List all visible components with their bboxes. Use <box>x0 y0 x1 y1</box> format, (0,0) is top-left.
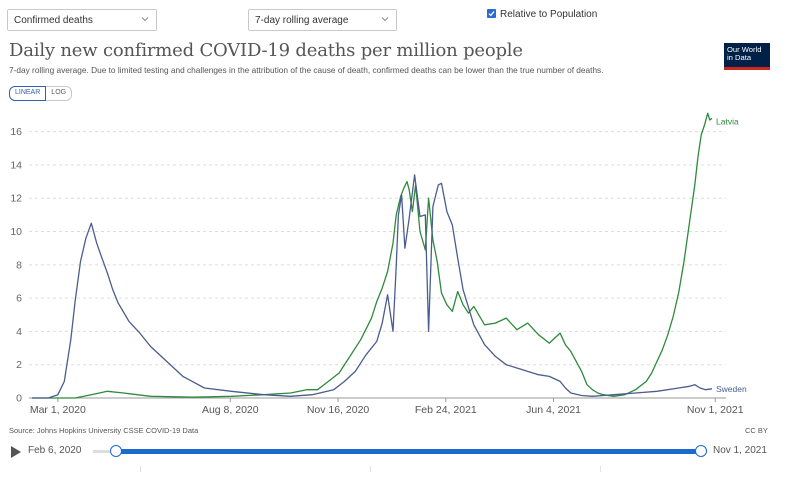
series-label-sweden[interactable]: Sweden <box>716 384 747 394</box>
log-scale-button[interactable]: LOG <box>46 86 73 101</box>
y-tick-label: 16 <box>10 126 22 138</box>
timeline-end-label: Nov 1, 2021 <box>713 445 767 456</box>
y-tick-label: 14 <box>10 159 22 171</box>
series-labels: Latvia Sweden <box>716 116 747 394</box>
interval-dropdown[interactable]: 7-day rolling average <box>248 9 397 31</box>
chart-subtitle: 7-day rolling average. Due to limited te… <box>9 65 604 75</box>
y-tick-label: 8 <box>16 259 22 271</box>
interval-dropdown-label: 7-day rolling average <box>255 15 349 26</box>
scale-toggle: LINEAR LOG <box>9 86 73 101</box>
relative-to-population-label: Relative to Population <box>500 9 598 20</box>
chevron-down-icon <box>141 17 149 22</box>
logo-line-2: in Data <box>727 52 752 62</box>
x-axis-ticks: Mar 1, 2020 Aug 8, 2020 Nov 16, 2020 Feb 24… <box>30 398 744 416</box>
y-tick-label: 2 <box>16 359 22 371</box>
x-tick-label: Nov 16, 2020 <box>307 404 370 416</box>
play-icon[interactable] <box>11 446 21 458</box>
timeline: Feb 6, 2020 Nov 1, 2021 <box>0 440 800 464</box>
y-axis-ticks: 0 2 4 6 8 10 12 14 16 <box>10 126 22 404</box>
linear-scale-button[interactable]: LINEAR <box>9 86 47 101</box>
x-tick-label: Jun 4, 2021 <box>526 404 581 416</box>
x-tick-label: Feb 24, 2021 <box>415 404 477 416</box>
timeline-start-label: Feb 6, 2020 <box>28 445 82 456</box>
series-line-latvia[interactable] <box>32 112 713 399</box>
metric-dropdown-label: Confirmed deaths <box>14 15 93 26</box>
series-label-latvia[interactable]: Latvia <box>716 116 739 126</box>
checkbox-checked-icon[interactable] <box>487 9 496 18</box>
grid-lines <box>29 131 726 399</box>
y-tick-label: 0 <box>16 393 22 405</box>
y-tick-label: 10 <box>10 226 22 238</box>
timeline-end-handle[interactable] <box>695 445 707 457</box>
license-link[interactable]: CC BY <box>745 426 768 435</box>
series-line-sweden[interactable] <box>32 174 713 399</box>
y-tick-label: 12 <box>10 193 22 205</box>
chart-title: Daily new confirmed COVID-19 deaths per … <box>9 40 523 61</box>
source-note: Source: Johns Hopkins University CSSE CO… <box>9 426 199 435</box>
owid-logo[interactable]: Our World in Data <box>724 43 770 70</box>
tab-separators <box>0 466 800 484</box>
metric-dropdown[interactable]: Confirmed deaths <box>7 9 157 31</box>
y-tick-label: 6 <box>16 293 22 305</box>
x-tick-label: Mar 1, 2020 <box>30 404 86 416</box>
timeline-start-handle[interactable] <box>110 445 122 457</box>
logo-line-1: Our World <box>727 45 762 54</box>
chevron-down-icon <box>381 17 389 22</box>
series-lines <box>32 112 713 399</box>
relative-to-population-toggle[interactable]: Relative to Population <box>487 9 597 20</box>
y-tick-label: 4 <box>16 326 22 338</box>
x-tick-label: Nov 1, 2021 <box>687 404 744 416</box>
x-tick-label: Aug 8, 2020 <box>202 404 259 416</box>
timeline-range-fill[interactable] <box>116 449 702 454</box>
